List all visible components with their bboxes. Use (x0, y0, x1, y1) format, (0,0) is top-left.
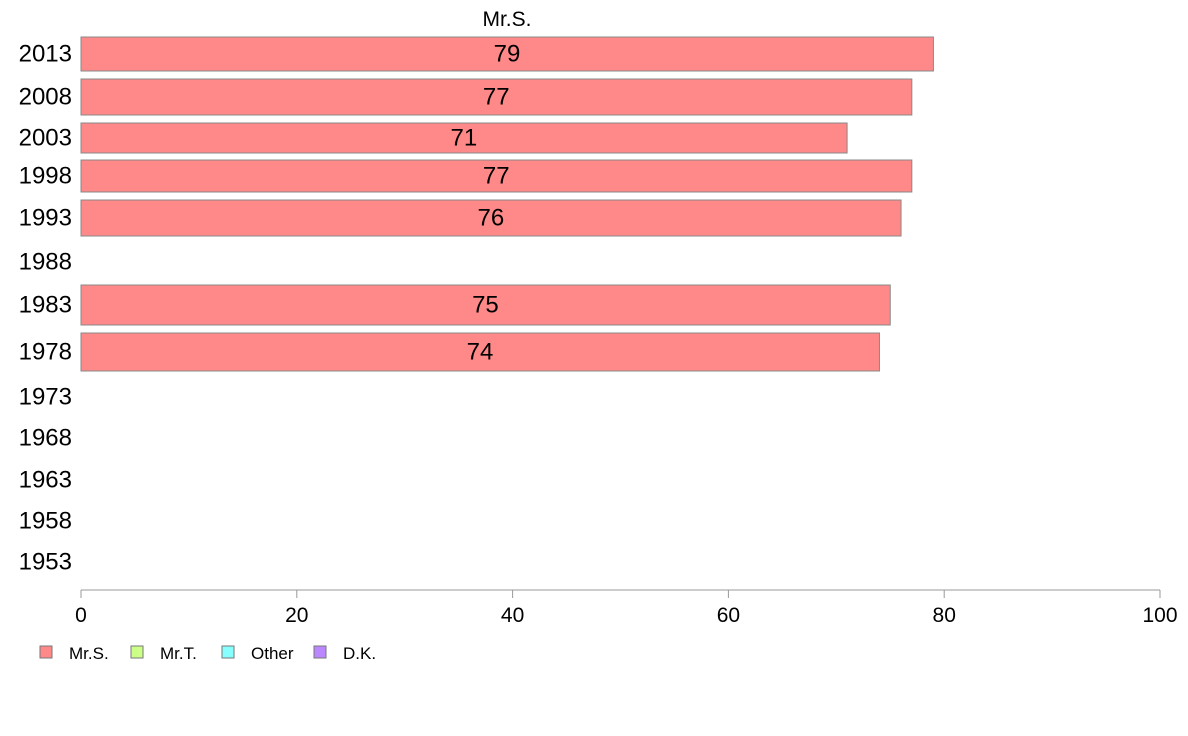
legend: Mr.S. Mr.T. Other D.K. (39, 644, 376, 663)
bar (80, 78, 913, 116)
x-tick-label: 40 (501, 604, 524, 627)
bar (80, 284, 891, 326)
year-tick-label: 1958 (19, 508, 72, 535)
bar-value-label: 79 (494, 41, 521, 68)
legend-swatch (39, 645, 53, 659)
x-tick-label: 0 (75, 604, 87, 627)
bar (80, 199, 902, 237)
year-tick-label: 1973 (19, 384, 72, 411)
year-labels: 2013 2008 2003 1998 1993 1988 1983 1978 1973 1968… (19, 41, 72, 576)
legend-label: Mr.T. (160, 644, 197, 663)
x-tick-label: 20 (285, 604, 308, 627)
year-tick-label: 1993 (19, 205, 72, 232)
bar (80, 36, 934, 72)
x-axis: 0 20 40 60 80 100 (75, 589, 1178, 627)
legend-swatch (313, 645, 327, 659)
legend-label: Other (251, 644, 294, 663)
legend-label: D.K. (343, 644, 376, 663)
legend-swatch (221, 645, 235, 659)
legend-swatch (130, 645, 144, 659)
year-tick-label: 1998 (19, 163, 72, 190)
x-tick-label: 60 (717, 604, 740, 627)
legend-label: Mr.S. (69, 644, 109, 663)
year-tick-label: 2003 (19, 125, 72, 152)
bar-value-label: 74 (467, 339, 494, 366)
bar-value-label: 77 (483, 84, 510, 111)
year-tick-label: 1988 (19, 249, 72, 276)
bar (80, 122, 848, 154)
bar-value-label: 71 (451, 125, 478, 152)
year-tick-label: 1968 (19, 425, 72, 452)
year-tick-label: 1963 (19, 467, 72, 494)
year-tick-label: 2008 (19, 84, 72, 111)
bar (80, 159, 913, 193)
x-tick-label: 80 (933, 604, 956, 627)
bar-value-label: 77 (483, 163, 510, 190)
year-tick-label: 1978 (19, 339, 72, 366)
bar-value-label: 75 (472, 292, 499, 319)
chart-title: Mr.S. (482, 8, 531, 31)
x-tick-label: 100 (1142, 604, 1177, 627)
year-tick-label: 1953 (19, 549, 72, 576)
bar (80, 332, 880, 372)
bar-value-label: 76 (477, 205, 504, 232)
year-tick-label: 2013 (19, 41, 72, 68)
year-tick-label: 1983 (19, 292, 72, 319)
